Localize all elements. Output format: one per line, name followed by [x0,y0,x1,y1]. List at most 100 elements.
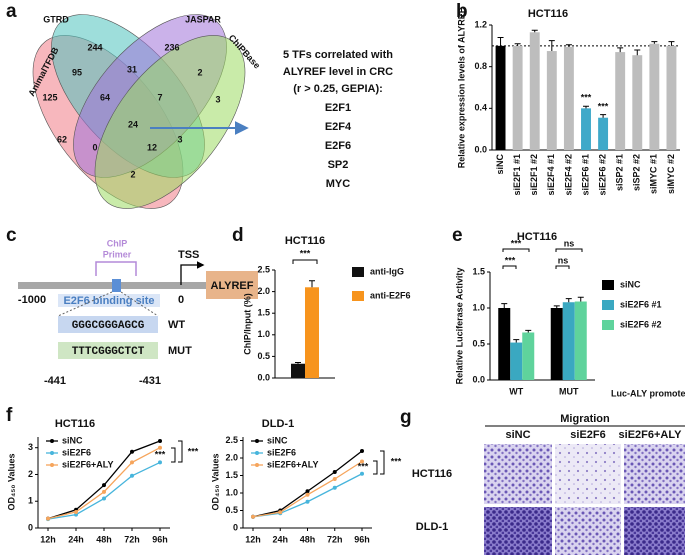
bar [649,43,660,150]
error-bar [295,361,301,364]
y-tick-label: 2.5 [225,435,238,445]
y-tick-label: 1.0 [225,487,238,497]
zoom-line [57,291,159,317]
error-bar [565,44,572,47]
point [102,489,106,494]
y-tick-label: 1.5 [225,470,238,480]
bar [291,363,305,378]
chart: DLD-1 OD₄₅₀ Values 0 0.5 1.0 1.5 2.0 2.5 12h 24h 4… [210,418,401,544]
bracket [171,447,176,463]
x-tick-label: siE2F6 #1 [580,154,590,196]
error-bar [553,305,560,308]
legend-swatch [352,291,364,301]
point [74,509,78,514]
y-axis-label: Relative expression levels of ALYREF [456,7,466,168]
bracket [373,460,378,475]
y-axis-label: ChIP/Input (%) [242,293,252,355]
venn-set [94,35,246,209]
x-tick-label: siE2F4 #2 [563,154,573,196]
panel-label: e [452,225,463,246]
venn-count: 95 [72,67,82,77]
venn-count: 64 [100,92,110,102]
y-tick-label: 1.5 [257,308,270,318]
error-bar [531,29,538,33]
annotation: *** [155,449,166,459]
note-line: ALYREF level in CRC [283,66,393,78]
column-label: siNC [505,429,530,441]
x-tick-label: 72h [124,534,140,544]
y-tick-label: 0.0 [472,374,485,384]
mut-label: MUT [168,345,192,357]
legend-label: siNC [620,279,641,289]
error-bar [525,329,532,333]
point [332,485,337,490]
y-tick-label: 0.5 [225,505,238,515]
point [130,449,134,454]
x-tick-label: WT [509,386,523,396]
panel-label: a [6,1,17,22]
x-tick-label: 48h [300,534,316,544]
x-tick-label: siSP2 #2 [632,154,642,191]
x-axis-label: Luc-ALY promoter [611,388,685,398]
error-bar [600,114,607,118]
y-tick-label: 2.0 [257,286,270,296]
annotation: *** [511,238,522,248]
annotation: *** [598,101,609,111]
primer-bracket [95,261,137,276]
tf-name: MYC [326,178,351,190]
legend-label: siE2F6 #1 [620,299,662,309]
venn-count: 24 [128,119,138,129]
y-tick-label: 1.2 [474,19,487,29]
venn-count: 0 [92,142,97,152]
bar [563,46,574,150]
chart-title: HCT116 [55,418,95,430]
legend-label: siE2F6+ALY [62,459,113,469]
micrograph [624,507,685,555]
row-label: HCT116 [412,468,452,480]
micrograph [624,444,685,504]
legend-label: siE2F6+ALY [267,459,318,469]
legend-dot [255,439,259,443]
x-tick-label: siE2F4 #1 [546,154,556,196]
annotation: ns [558,255,569,265]
bar [305,287,319,378]
bar [495,45,506,151]
bracket [502,265,517,269]
mut-seq-box [58,342,158,359]
y-tick-label: 1 [28,496,33,506]
venn-set-label: JASPAR [185,14,221,24]
tf-note: 5 TFs correlated with ALYREF level in CRC… [283,49,393,190]
point [46,516,50,521]
y-tick-label: 3 [28,442,33,452]
annotation: *** [300,248,311,258]
panel-label: g [400,407,412,428]
venn-count: 3 [215,94,220,104]
chart-title: DLD-1 [262,418,294,430]
y-axis-label: OD₄₅₀ Values [6,454,16,511]
venn-count: 31 [127,64,137,74]
y-tick-label: 0.0 [474,144,487,154]
annotation: *** [188,446,199,456]
error-bar [501,303,508,308]
x-tick-label: siE2F1 #2 [529,154,539,196]
venn-count: 62 [57,134,67,144]
promoter-line [18,282,242,289]
x-tick-label: siMYC #2 [666,154,676,194]
site-label-bg [58,294,160,307]
error-bar [513,339,520,343]
x-tick-label: siNC [495,154,505,175]
point [158,445,162,450]
error-bar [497,37,504,46]
row-label: DLD-1 [416,521,448,533]
y-axis-label: Relative Luciferase Activity [454,268,464,385]
legend-swatch [602,300,614,310]
y-axis-label: OD₄₅₀ Values [210,454,220,511]
tf-name: E2F6 [325,140,351,152]
x-tick-label: 72h [327,534,343,544]
wt-seq-box [58,316,158,333]
binding-site [112,279,121,292]
site-label: E2F6 binding site [63,295,154,307]
point [332,477,337,481]
tf-name: E2F4 [325,121,352,133]
error-bar [577,296,584,302]
